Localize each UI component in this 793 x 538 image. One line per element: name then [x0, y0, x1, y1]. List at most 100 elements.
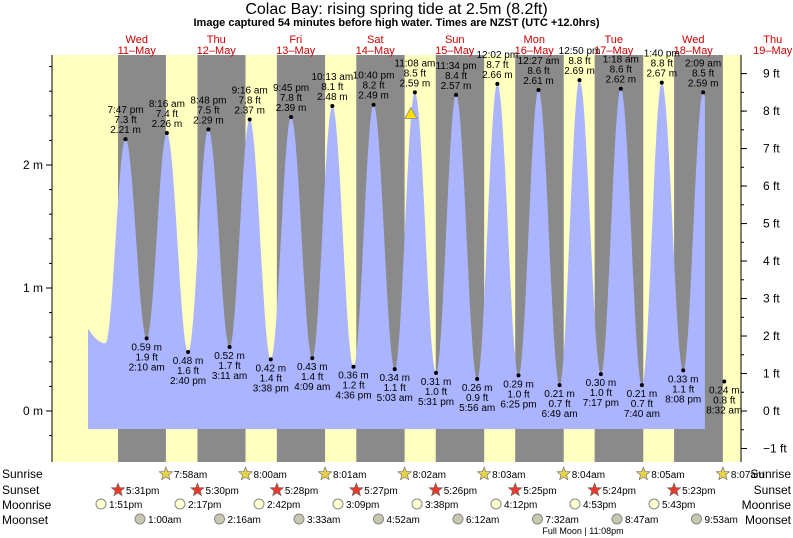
- sunrise-time: 8:03am: [492, 470, 525, 481]
- high-tide-label: 12:50 pm: [559, 46, 601, 57]
- high-tide-label: 8:16 am: [149, 99, 185, 110]
- sunset-star-icon: [587, 482, 603, 497]
- low-tide-label: 0.52 m: [214, 351, 245, 362]
- low-tide-label: 2:40 pm: [170, 376, 206, 387]
- moonset-icon: [452, 513, 464, 525]
- low-tide-label: 1.6 ft: [177, 366, 199, 377]
- moonset-icon: [532, 513, 543, 525]
- high-tide-label: 7.4 ft: [156, 109, 178, 120]
- sunrise-time: 8:02am: [413, 470, 446, 481]
- low-tide-label: 5:03 am: [377, 393, 413, 404]
- high-tide-label: 2.59 m: [688, 78, 719, 89]
- low-tide-label: 1.7 ft: [218, 361, 240, 372]
- high-tide-label: 2.69 m: [564, 66, 595, 77]
- day-label-dow: Sat: [367, 34, 384, 46]
- day-label-date: 14–May: [356, 45, 396, 57]
- day-label-dow: Wed: [682, 34, 704, 46]
- sunset-time: 5:26pm: [444, 486, 477, 497]
- high-tide-label: 2.37 m: [234, 105, 265, 116]
- high-tide-point: [577, 78, 582, 83]
- high-tide-label: 8.8 ft: [651, 59, 673, 70]
- low-tide-point: [268, 357, 273, 362]
- full-moon-note: Full Moon | 11:08pm: [542, 526, 623, 536]
- sunset-star-icon: [348, 482, 364, 497]
- high-tide-point: [618, 86, 623, 91]
- sunset-time: 5:27pm: [364, 486, 397, 497]
- high-tide-label: 8.1 ft: [321, 82, 343, 93]
- y-tick-label-right: 1 ft: [763, 367, 780, 381]
- high-tide-label: 12:27 am: [518, 56, 560, 67]
- high-tide-point: [206, 127, 211, 132]
- low-tide-label: 1.1 ft: [672, 384, 694, 395]
- high-tide-point: [536, 87, 541, 92]
- moonset-time: 9:53am: [705, 515, 738, 526]
- low-tide-label: 0.30 m: [586, 378, 617, 389]
- high-tide-label: 7.5 ft: [197, 105, 219, 116]
- day-label-dow: Sun: [445, 34, 465, 46]
- moonset-icon: [691, 513, 702, 525]
- y-tick-label-right: 5 ft: [763, 217, 780, 231]
- high-tide-label: 2.61 m: [523, 76, 554, 87]
- sunset-star-icon: [110, 482, 126, 497]
- low-tide-point: [351, 364, 356, 369]
- chart-title: Colac Bay: rising spring tide at 2.5m (8…: [245, 1, 548, 18]
- sunrise-time: 7:58am: [174, 470, 207, 481]
- low-tide-label: 0.9 ft: [466, 393, 488, 404]
- low-tide-point: [434, 370, 439, 375]
- low-tide-label: 0.26 m: [462, 383, 493, 394]
- low-tide-label: 0.59 m: [131, 342, 162, 353]
- low-tide-label: 0.29 m: [503, 379, 534, 390]
- day-label-date: 15–May: [435, 45, 475, 57]
- low-tide-label: 0.7 ft: [548, 399, 570, 410]
- high-tide-label: 7.8 ft: [280, 93, 302, 104]
- high-tide-label: 2:09 am: [685, 58, 721, 69]
- low-tide-label: 5:31 pm: [418, 397, 454, 408]
- y-tick-label-left: 0 m: [23, 404, 43, 418]
- sunset-star-icon: [269, 482, 285, 497]
- moonrise-icon: [490, 498, 502, 510]
- moonrise-time: 1:51pm: [109, 500, 142, 511]
- high-tide-label: 8.2 ft: [362, 81, 384, 92]
- low-tide-point: [639, 383, 644, 388]
- high-tide-label: 2.48 m: [317, 92, 348, 103]
- sunrise-star-icon: [556, 466, 572, 481]
- high-tide-label: 8.6 ft: [527, 66, 549, 77]
- low-tide-label: 8:08 pm: [665, 394, 701, 405]
- low-tide-label: 0.34 m: [379, 373, 410, 384]
- high-tide-label: 11:34 pm: [436, 61, 477, 72]
- low-tide-label: 1.4 ft: [301, 372, 323, 383]
- sunset-time: 5:23pm: [682, 486, 715, 497]
- low-tide-label: 1.4 ft: [260, 373, 282, 384]
- moonrise-time: 5:43pm: [662, 500, 695, 511]
- moonrise-icon: [332, 498, 344, 510]
- almanac-row-label-right: Moonset: [745, 513, 792, 527]
- high-tide-label: 8.8 ft: [568, 56, 590, 67]
- sunrise-time: 8:07am: [731, 470, 764, 481]
- low-tide-label: 2:10 am: [129, 362, 165, 373]
- moonset-icon: [373, 513, 384, 525]
- high-tide-label: 2.49 m: [358, 91, 389, 102]
- low-tide-point: [310, 356, 315, 361]
- day-label-dow: Fri: [289, 34, 302, 46]
- low-tide-point: [722, 379, 727, 384]
- sunrise-star-icon: [635, 466, 651, 481]
- high-tide-label: 8.7 ft: [486, 60, 508, 71]
- moonset-time: 1:00am: [148, 515, 181, 526]
- low-tide-point: [144, 336, 149, 341]
- high-tide-label: 7:47 pm: [107, 105, 143, 116]
- day-label-date: 16–May: [515, 45, 555, 57]
- high-tide-label: 1:18 am: [603, 55, 639, 66]
- moonset-icon: [611, 513, 623, 525]
- y-tick-label-right: 2 ft: [763, 329, 780, 343]
- almanac-row-label-left: Moonrise: [2, 498, 52, 512]
- almanac-row-label-right: Sunrise: [750, 467, 791, 481]
- low-tide-label: 0.48 m: [173, 356, 204, 367]
- date-header-strip: [0, 33, 793, 55]
- high-tide-point: [659, 80, 664, 85]
- high-tide-point: [701, 90, 706, 95]
- day-label-date: 18–May: [674, 45, 714, 57]
- high-tide-point: [289, 115, 294, 120]
- almanac-row-label-right: Moonrise: [742, 498, 792, 512]
- low-tide-label: 0.21 m: [544, 389, 575, 400]
